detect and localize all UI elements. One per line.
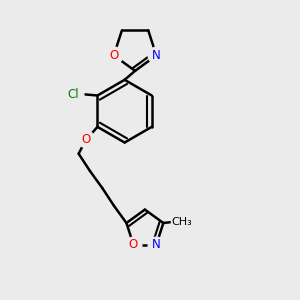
Text: Cl: Cl [67,88,79,100]
Text: N: N [152,49,161,62]
Text: O: O [109,49,119,62]
Text: N: N [152,238,161,251]
Text: O: O [82,133,91,146]
Text: CH₃: CH₃ [172,217,192,226]
Text: O: O [129,238,138,251]
